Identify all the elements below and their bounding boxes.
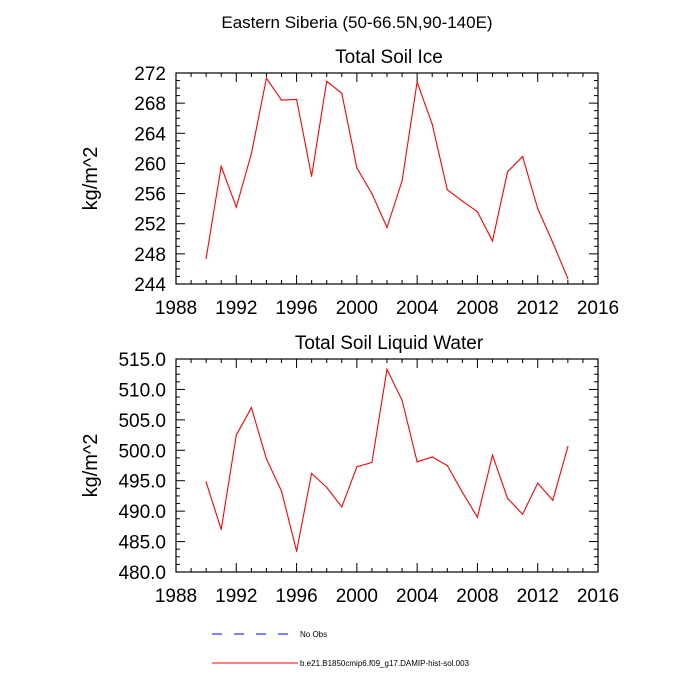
data-point [446,189,448,191]
figure-title: Eastern Siberia (50-66.5N,90-140E) [221,13,492,32]
y-tick-label: 485.0 [118,533,166,554]
y-tick-label: 264 [134,124,166,145]
data-point [506,497,509,499]
data-point [537,208,539,210]
x-tick-label: 1996 [275,298,317,319]
x-tick-label: 2004 [396,586,439,607]
x-tick-label: 2008 [456,298,498,319]
x-tick-label: 2000 [336,298,378,319]
data-point [280,99,283,101]
x-tick-label: 2012 [517,586,559,607]
data-point [506,171,509,173]
data-point [522,513,524,515]
data-point [265,458,268,460]
data-point [522,156,524,158]
data-point [311,472,313,475]
legend: No Obs b.e21.B1850cmip6.f09_g17.DAMIP-his… [212,630,470,668]
legend-label: b.e21.B1850cmip6.f09_g17.DAMIP-hist-sol.… [300,659,470,668]
y-tick-label: 252 [134,215,166,236]
data-point [250,153,252,155]
panel-1: Total Soil Ice kg/m^2 1988 1992 1996 2000 2004… [80,47,619,319]
data-point [235,434,237,436]
data-point [356,466,358,468]
series-line [205,76,569,279]
x-tick-label: 1988 [155,586,197,607]
y-axis-label: kg/m^2 [80,147,102,211]
data-point [431,123,433,125]
data-point [401,180,403,182]
data-point [552,241,554,244]
series-line [205,367,569,552]
data-point [461,200,463,202]
y-tick-label: 515.0 [118,350,166,371]
data-point [386,226,388,229]
y-tick-label: 495.0 [118,472,166,493]
data-point [295,98,298,100]
y-tick-label: 510.0 [118,380,166,401]
x-tick-label: 2000 [336,586,378,607]
x-tick-label: 1996 [275,586,317,607]
data-point [386,368,388,370]
x-tick-label: 2004 [396,298,439,319]
data-point [205,481,207,483]
plot-frame [175,358,599,573]
panel-title: Total Soil Ice [335,47,443,68]
y-tick-label: 256 [134,185,166,206]
y-tick-label: 480.0 [118,563,166,584]
data-point [371,461,373,464]
panel-title: Total Soil Liquid Water [295,333,484,354]
y-tick-label: 272 [134,64,166,85]
data-point [476,516,479,518]
y-tick-label: 244 [134,275,166,296]
data-point [326,80,328,82]
x-tick-label: 1988 [155,298,197,319]
x-tick-label: 2016 [577,298,619,319]
x-tick-label: 1992 [215,298,257,319]
y-tick-label: 490.0 [118,502,166,523]
data-point [220,528,222,531]
data-point [431,456,433,458]
data-point [235,206,237,208]
data-point [220,165,222,168]
data-point [401,399,403,401]
legend-label: No Obs [300,630,327,639]
data-point [476,211,479,213]
panel-2: Total Soil Liquid Water kg/m^2 1988 1992 199… [80,333,619,607]
y-tick-label: 268 [134,94,166,115]
data-point [326,486,328,489]
data-point [567,278,569,280]
data-point [311,175,313,177]
y-axis-label: kg/m^2 [80,434,102,498]
data-point [341,506,343,508]
y-tick-label: 260 [134,154,166,175]
data-point [265,77,268,79]
data-point [205,257,207,259]
x-tick-label: 1992 [215,586,257,607]
data-point [491,454,494,456]
y-tick-label: 505.0 [118,411,166,432]
x-tick-label: 2008 [456,586,498,607]
plot-frame [175,72,599,285]
data-point [416,81,418,83]
data-point [341,92,343,94]
data-point [250,407,252,409]
data-point [552,499,554,501]
y-tick-label: 500.0 [118,441,166,462]
y-tick-label: 248 [134,245,166,266]
data-point [416,461,418,463]
data-point [295,550,298,552]
x-tick-label: 2016 [577,586,619,607]
data-point [371,192,373,195]
data-point [461,491,463,493]
data-point [280,490,283,492]
data-point [491,240,494,242]
chart-panels: Total Soil Ice kg/m^2 1988 1992 1996 2000 2004… [80,47,619,607]
x-tick-label: 2012 [517,298,559,319]
data-point [567,446,569,448]
data-point [356,167,358,169]
data-point [446,464,448,467]
data-point [537,482,539,484]
